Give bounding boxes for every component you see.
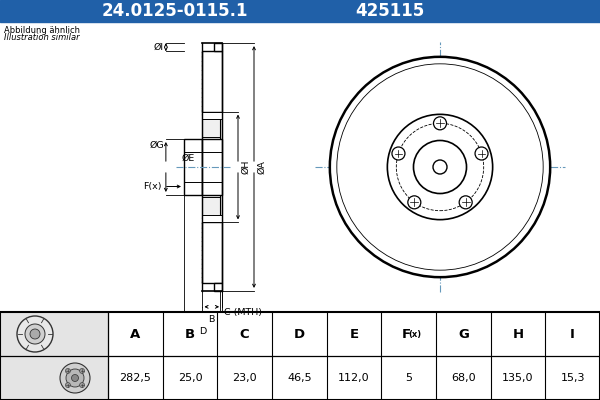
Text: D: D (199, 327, 206, 336)
Text: ØA: ØA (257, 160, 266, 174)
Text: 25,0: 25,0 (178, 373, 202, 383)
Bar (0, 22, 600, 312)
Text: B: B (209, 315, 215, 324)
Circle shape (330, 57, 550, 277)
Text: C: C (240, 328, 250, 340)
Circle shape (30, 329, 40, 339)
Circle shape (459, 196, 472, 209)
Text: 68,0: 68,0 (451, 373, 476, 383)
Text: 15,3: 15,3 (560, 373, 585, 383)
Text: ØI: ØI (154, 43, 164, 52)
Bar (202, 112, 222, 222)
Bar (0, 312, 108, 400)
Text: 112,0: 112,0 (338, 373, 370, 383)
Text: G: G (458, 328, 469, 340)
Text: A: A (130, 328, 140, 340)
Bar (202, 139, 222, 195)
Bar (184, 139, 202, 195)
Text: ØE: ØE (181, 153, 194, 162)
Circle shape (475, 147, 488, 160)
Bar (214, 283, 222, 291)
Circle shape (433, 160, 447, 174)
Text: 282,5: 282,5 (119, 373, 151, 383)
Text: Illustration similar: Illustration similar (4, 33, 80, 42)
Text: ØH: ØH (241, 160, 250, 174)
Circle shape (413, 140, 467, 194)
Text: C (MTH): C (MTH) (224, 308, 262, 317)
Circle shape (408, 196, 421, 209)
Text: I: I (570, 328, 575, 340)
Circle shape (388, 114, 493, 220)
Text: ØG: ØG (149, 141, 164, 150)
Text: E: E (349, 328, 359, 340)
Circle shape (66, 369, 84, 387)
Text: B: B (185, 328, 195, 340)
Bar (202, 112, 222, 119)
Bar (202, 222, 222, 283)
Circle shape (80, 382, 85, 388)
Text: 5: 5 (405, 373, 412, 383)
Text: 23,0: 23,0 (232, 373, 257, 383)
Circle shape (433, 117, 446, 130)
Circle shape (65, 382, 70, 388)
Circle shape (25, 324, 45, 344)
Text: 135,0: 135,0 (502, 373, 534, 383)
Circle shape (17, 316, 53, 352)
Circle shape (392, 147, 405, 160)
Text: 46,5: 46,5 (287, 373, 311, 383)
Circle shape (65, 368, 70, 374)
Circle shape (80, 368, 85, 374)
Bar (202, 215, 222, 222)
Circle shape (60, 363, 90, 393)
Text: 425115: 425115 (355, 2, 425, 20)
Circle shape (71, 374, 79, 382)
Bar (108, 312, 600, 400)
Text: 24.0125-0115.1: 24.0125-0115.1 (102, 2, 248, 20)
Bar (202, 51, 222, 112)
Text: D: D (294, 328, 305, 340)
Text: H: H (512, 328, 524, 340)
Bar (0, 0, 600, 22)
Circle shape (337, 64, 543, 270)
Text: (x): (x) (408, 330, 421, 340)
Text: Abbildung ähnlich: Abbildung ähnlich (4, 26, 80, 35)
Bar (214, 43, 222, 51)
Text: F: F (402, 328, 411, 340)
Bar (0, 312, 600, 400)
Text: F(x): F(x) (143, 182, 162, 191)
